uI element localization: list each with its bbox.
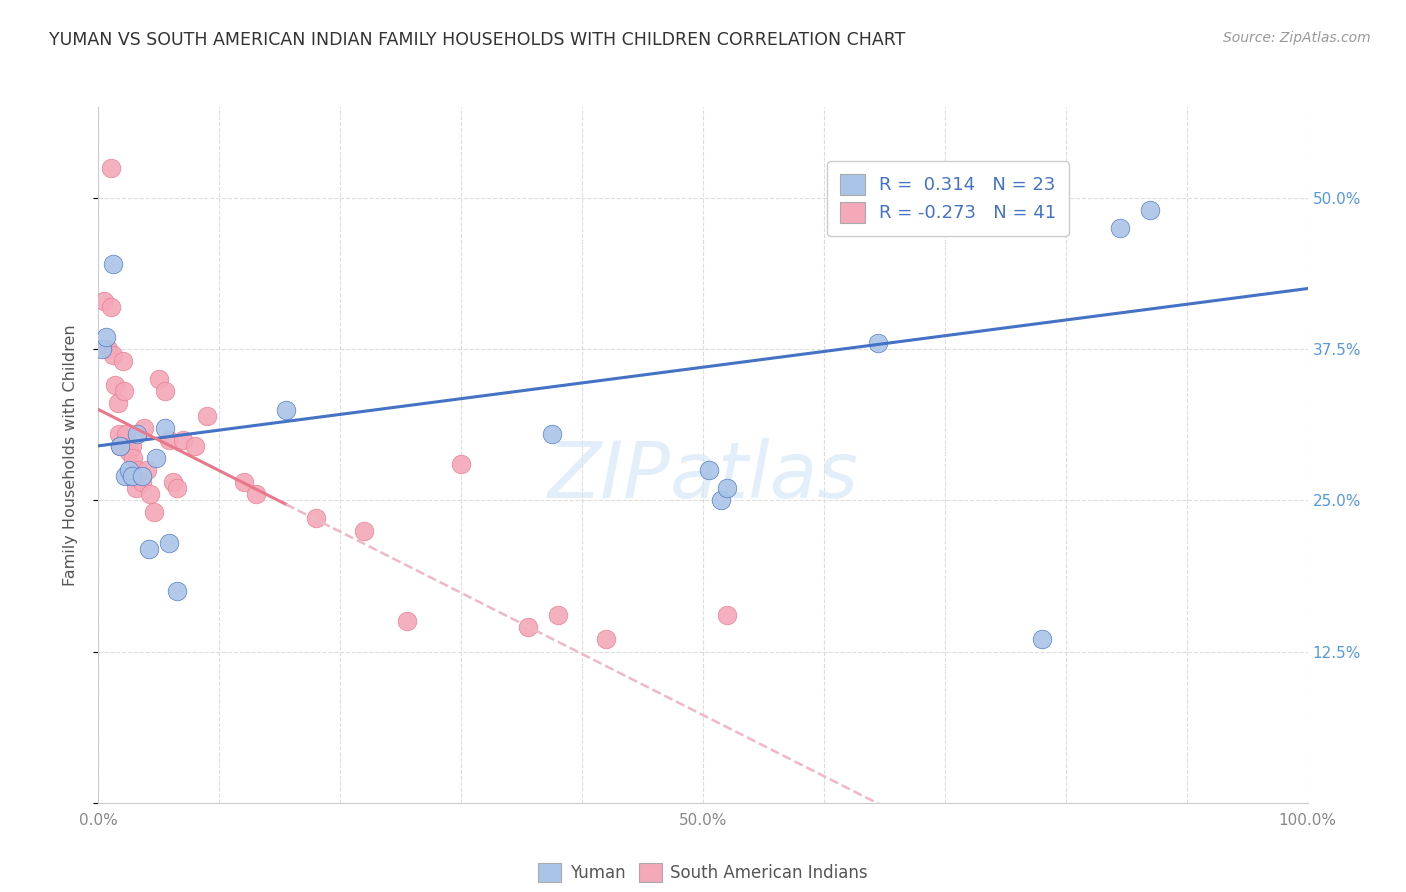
Point: [697, 463, 720, 477]
Point: [107, 396, 129, 410]
Point: [395, 615, 418, 629]
Point: [91, 342, 114, 356]
Point: [710, 493, 733, 508]
Point: [125, 481, 148, 495]
Point: [108, 439, 131, 453]
Point: [540, 426, 562, 441]
Point: [114, 469, 136, 483]
Point: [353, 524, 375, 538]
Point: [118, 445, 141, 459]
Point: [166, 481, 188, 495]
Point: [547, 608, 569, 623]
Point: [127, 426, 149, 441]
Point: [305, 511, 328, 525]
Text: YUMAN VS SOUTH AMERICAN INDIAN FAMILY HOUSEHOLDS WITH CHILDREN CORRELATION CHART: YUMAN VS SOUTH AMERICAN INDIAN FAMILY HO…: [49, 31, 905, 49]
Point: [131, 475, 153, 490]
Point: [1109, 221, 1132, 235]
Point: [101, 348, 124, 362]
Point: [153, 384, 176, 399]
Point: [115, 426, 138, 441]
Point: [157, 535, 180, 549]
Legend: Yuman, South American Indians: Yuman, South American Indians: [531, 856, 875, 889]
Point: [112, 384, 135, 399]
Point: [716, 608, 738, 623]
Point: [127, 463, 149, 477]
Point: [157, 433, 180, 447]
Point: [595, 632, 617, 647]
Point: [120, 469, 142, 483]
Point: [868, 336, 890, 351]
Point: [162, 475, 184, 490]
Point: [143, 505, 166, 519]
Y-axis label: Family Households with Children: Family Households with Children: [63, 324, 77, 586]
Point: [111, 354, 134, 368]
Point: [121, 469, 143, 483]
Point: [195, 409, 218, 423]
Point: [118, 463, 141, 477]
Point: [108, 426, 131, 441]
Point: [232, 475, 254, 490]
Point: [184, 439, 207, 453]
Point: [166, 584, 188, 599]
Point: [1031, 632, 1053, 647]
Point: [274, 402, 297, 417]
Point: [172, 433, 194, 447]
Point: [138, 541, 160, 556]
Point: [145, 450, 167, 465]
Point: [716, 481, 738, 495]
Point: [121, 439, 143, 453]
Point: [97, 342, 120, 356]
Point: [139, 487, 162, 501]
Point: [1139, 202, 1161, 217]
Point: [131, 469, 153, 483]
Point: [450, 457, 472, 471]
Point: [108, 439, 131, 453]
Point: [93, 293, 115, 308]
Text: ZIPatlas: ZIPatlas: [547, 438, 859, 514]
Point: [101, 257, 124, 271]
Point: [100, 300, 122, 314]
Point: [94, 330, 117, 344]
Point: [100, 161, 122, 175]
Point: [148, 372, 170, 386]
Point: [122, 450, 145, 465]
Point: [516, 620, 538, 634]
Point: [134, 420, 156, 434]
Text: Source: ZipAtlas.com: Source: ZipAtlas.com: [1223, 31, 1371, 45]
Point: [104, 378, 127, 392]
Point: [245, 487, 267, 501]
Point: [135, 463, 157, 477]
Point: [153, 420, 176, 434]
